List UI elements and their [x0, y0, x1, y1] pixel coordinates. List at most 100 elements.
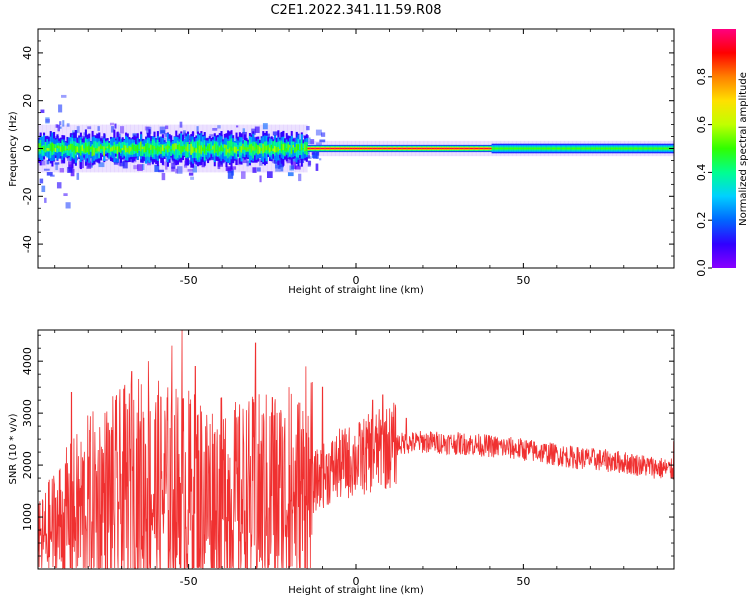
- spectrogram-cell: [647, 147, 650, 150]
- spectrogram-cell: [474, 147, 477, 150]
- spectrogram-scatter-cell: [164, 133, 168, 137]
- spectrogram-cell: [391, 147, 394, 150]
- spectrogram-cell: [71, 143, 74, 152]
- spectrogram-cell: [146, 142, 149, 151]
- spectrogram-cell: [655, 147, 658, 150]
- spectrogram-cell: [160, 147, 163, 154]
- spectrogram-scatter-cell: [315, 163, 319, 171]
- spectrogram-cell: [407, 147, 410, 150]
- spectrogram-cell: [205, 149, 208, 151]
- spectrogram-scatter-cell: [41, 185, 46, 193]
- spectrogram-cell: [632, 147, 635, 150]
- spectrogram-cell: [76, 146, 79, 153]
- spectrogram-cell: [96, 148, 99, 152]
- spectrogram-cell: [295, 144, 298, 152]
- spectrogram-cell: [243, 146, 246, 150]
- spectrogram-cell: [426, 147, 429, 150]
- spectrogram-scatter-cell: [46, 172, 53, 176]
- spectrogram-scatter-cell: [57, 124, 60, 132]
- spectrogram-cell: [64, 145, 67, 151]
- colorbar-tick-label: 0.2: [695, 211, 708, 229]
- spectrogram-cell: [441, 147, 444, 150]
- spectrogram-cell: [183, 144, 186, 150]
- spectrogram-cell: [533, 147, 536, 150]
- spectrogram-cell: [645, 147, 648, 150]
- spectrogram-cell: [622, 147, 625, 150]
- spectrogram-cell: [541, 147, 544, 150]
- spectrogram-scatter-cell: [45, 117, 50, 124]
- spectrogram-cell: [138, 143, 141, 152]
- spectrogram-y-axis-label: Frequency (Hz): [8, 111, 19, 187]
- spectrogram-cell: [386, 147, 389, 150]
- spectrogram-cell: [610, 147, 613, 150]
- spectrogram-scatter-cell: [115, 158, 118, 163]
- spectrogram-cell: [387, 147, 390, 150]
- spectrogram-scatter-cell: [59, 168, 64, 173]
- spectrogram-cell: [525, 147, 528, 150]
- spectrogram-cell: [63, 146, 66, 151]
- spectrogram-cell: [292, 144, 295, 148]
- spectrogram-cell: [76, 142, 79, 150]
- spectrogram-cell: [511, 147, 514, 150]
- spectrogram-cell: [207, 145, 210, 151]
- spectrogram-cell: [282, 144, 285, 151]
- spectrogram-cell: [653, 147, 656, 150]
- spectrogram-cell: [223, 144, 226, 157]
- spectrogram-scatter-cell: [97, 126, 100, 131]
- spectrogram-cell: [136, 144, 139, 153]
- spectrogram-scatter-cell: [289, 165, 295, 171]
- spectrogram-cell: [285, 148, 288, 152]
- spectrogram-cell: [133, 144, 136, 152]
- spectrogram-cell: [509, 147, 513, 150]
- spectrogram-cell: [369, 147, 372, 150]
- spectrogram-cell: [392, 147, 395, 150]
- spectrogram-cell: [560, 147, 563, 150]
- spectrogram-cell: [69, 143, 72, 150]
- spectrogram-cell: [79, 146, 82, 156]
- spectrogram-cell: [277, 147, 280, 152]
- spectrogram-cell: [54, 144, 57, 152]
- spectrogram-scatter-cell: [286, 157, 293, 164]
- spectrogram-cell: [402, 147, 405, 150]
- spectrogram-ticks: -50 0 50 -40 -20 0 20 40: [21, 28, 674, 287]
- spectrogram-scatter-cell: [246, 160, 249, 167]
- spectrogram-cell: [297, 144, 300, 151]
- spectrogram-scatter-cell: [161, 172, 166, 181]
- spectrogram-cell: [215, 149, 218, 152]
- figure-title: C2E1.2022.341.11.59.R08: [270, 3, 441, 18]
- spectrogram-scatter-cell: [315, 152, 319, 159]
- spectrogram-cell: [359, 147, 362, 150]
- spectrogram-cell: [267, 144, 270, 151]
- spectrogram-cell: [585, 147, 588, 150]
- spectrogram-cell: [240, 146, 243, 153]
- spectrogram-cell: [620, 147, 623, 150]
- spectrogram-scatter-cell: [175, 168, 178, 174]
- colorbar-tick-label: 0.6: [695, 116, 708, 134]
- spectrogram-cell: [350, 147, 354, 150]
- spectrogram-cell: [163, 148, 166, 152]
- spectrogram-cell: [513, 147, 516, 150]
- spectrogram-scatter-cell: [201, 161, 206, 168]
- spectrogram-scatter-cell: [298, 173, 302, 182]
- spectrogram-cell: [188, 149, 191, 151]
- spectrogram-cell: [215, 141, 218, 153]
- spectrogram-scatter-cell: [109, 122, 115, 126]
- spectrogram-cell: [289, 144, 292, 157]
- spectrogram-cell: [51, 142, 54, 153]
- spectrogram-cell: [120, 142, 123, 154]
- spectrogram-scatter-cell: [256, 167, 261, 172]
- spectrogram-cell: [565, 147, 568, 150]
- spectrogram-cell: [165, 145, 168, 150]
- spectrogram-scatter-cell: [63, 193, 68, 197]
- spectrogram-cell: [86, 146, 89, 153]
- spectrogram-cell: [46, 147, 49, 151]
- spectrogram-scatter-cell: [225, 166, 232, 171]
- spectrogram-scatter-cell: [306, 125, 310, 131]
- spectrogram-cell: [238, 146, 241, 151]
- snr-y-tick-label: 2000: [21, 451, 34, 479]
- spectrogram-cell: [96, 142, 99, 154]
- spectrogram-cell: [78, 147, 81, 153]
- spectrogram-y-tick-label: 40: [21, 46, 34, 60]
- spectrogram-cell: [114, 146, 118, 151]
- spectrogram-cell: [617, 147, 620, 150]
